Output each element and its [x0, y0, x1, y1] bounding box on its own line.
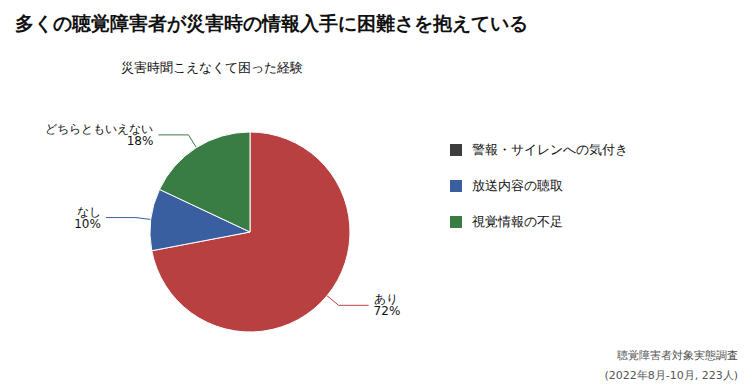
svg-text:10%: 10%: [74, 217, 101, 231]
svg-text:なし: なし: [76, 204, 101, 219]
svg-text:警報・サイレンへの気付き: 警報・サイレンへの気付き: [472, 142, 628, 157]
svg-text:18%: 18%: [127, 134, 154, 148]
svg-text:どちらともいえない: どちらともいえない: [45, 121, 154, 136]
svg-text:あり: あり: [373, 292, 398, 307]
svg-text:放送内容の聴取: 放送内容の聴取: [472, 178, 563, 193]
svg-text:72%: 72%: [374, 304, 401, 318]
svg-text:多くの聴覚障害者が災害時の情報入手に困難さを抱えている: 多くの聴覚障害者が災害時の情報入手に困難さを抱えている: [15, 12, 528, 34]
svg-text:視覚情報の不足: 視覚情報の不足: [472, 214, 563, 229]
svg-text:(2022年8月-10月, 223人): (2022年8月-10月, 223人): [604, 369, 738, 382]
svg-text:聴覚障害者対象実態調査: 聴覚障害者対象実態調査: [617, 349, 738, 362]
svg-text:災害時聞こえなくて困った経験: 災害時聞こえなくて困った経験: [121, 60, 303, 75]
